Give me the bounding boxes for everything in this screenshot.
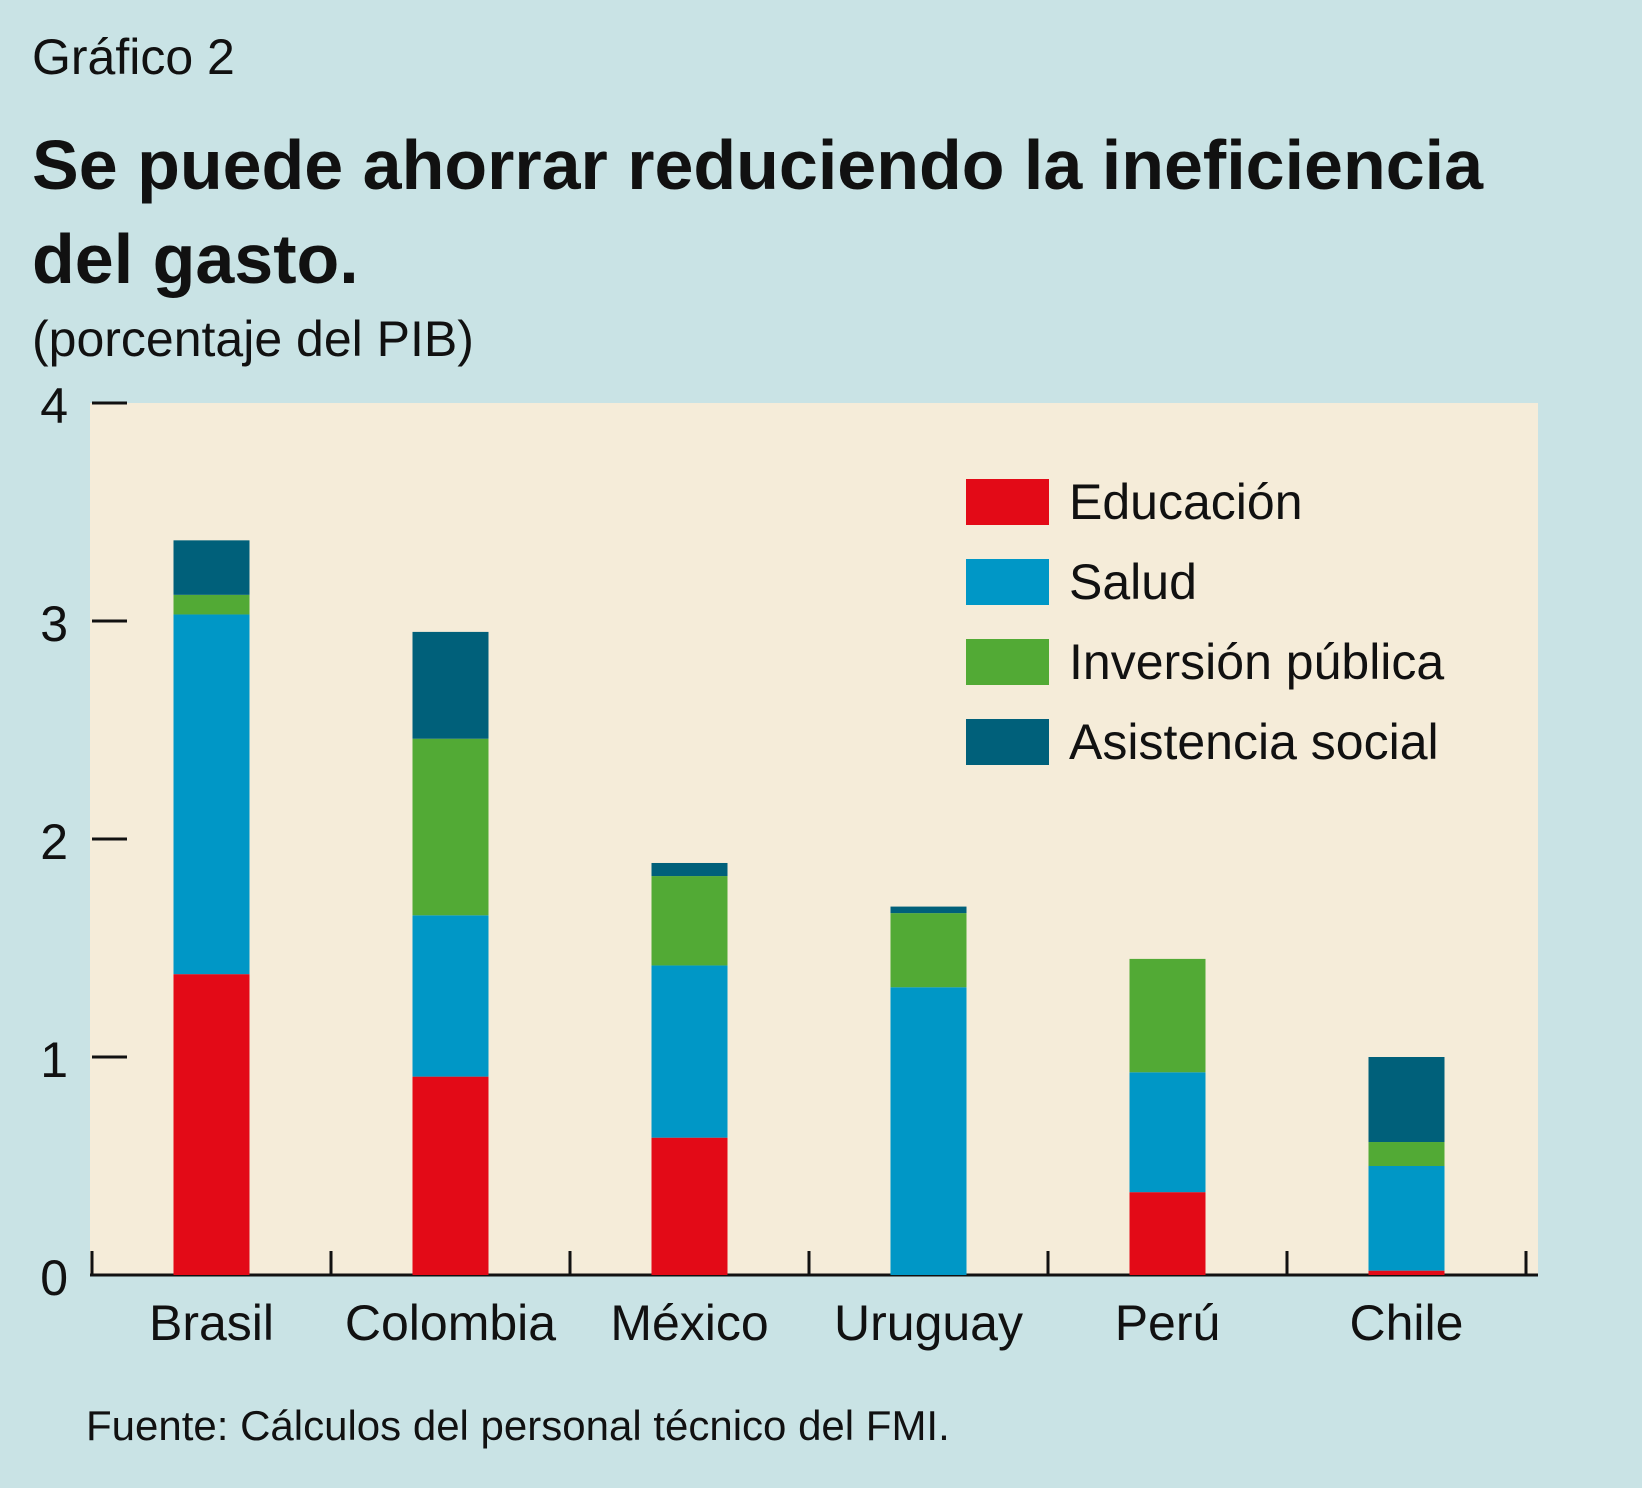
bar-segment [1368,1057,1445,1143]
bar-segment [890,913,967,988]
bar-segment [412,631,489,739]
x-tick-label: Uruguay [834,1295,1023,1351]
legend-swatch [966,479,1049,525]
bar-segment [173,540,250,595]
legend-label: Salud [1069,554,1197,610]
bar-segment [1368,1166,1445,1271]
legend-swatch [966,639,1049,685]
bars-layer [173,540,1445,1275]
legend-label: Inversión pública [1069,634,1444,690]
bar-segment [1129,1192,1206,1275]
bar-segment [412,738,489,916]
x-tick-label: Colombia [345,1295,556,1351]
y-tick-label: 1 [40,1032,68,1088]
bar-segment [651,965,728,1138]
bar-segment [412,915,489,1077]
y-tick-label: 4 [40,378,68,434]
bar-segment [173,974,250,1275]
legend-swatch [966,719,1049,765]
legend-label: Educación [1069,474,1303,530]
plot-area [90,403,1538,1275]
bar-segment [173,594,250,615]
source-note: Fuente: Cálculos del personal técnico de… [86,1402,950,1449]
x-tick-label: Brasil [149,1295,274,1351]
bar-segment [651,876,728,966]
axis-layer: 0 1 2 3 4 Brasil Colombia México Uruguay Perú Chil… [40,378,1538,1351]
chart-eyebrow: Gráfico 2 [32,29,235,85]
y-tick-label: 0 [40,1250,68,1306]
chart-subtitle: (porcentaje del PIB) [32,311,474,367]
bar-segment [651,862,728,877]
bar-segment [1368,1270,1445,1275]
x-tick-label: Perú [1115,1295,1221,1351]
bar-segment [1129,1072,1206,1193]
bar-segment [1129,958,1206,1073]
bar-segment [890,987,967,1275]
bar-segment [412,1076,489,1275]
bar-segment [890,906,967,914]
x-tick-label: Chile [1350,1295,1464,1351]
y-tick-label: 3 [40,596,68,652]
legend: Educación Salud Inversión pública Asistenci… [966,474,1444,770]
chart-title: Se puede ahorrar reduciendo la ineficien… [32,126,1484,298]
y-tick-label: 2 [40,814,68,870]
legend-swatch [966,559,1049,605]
x-tick-label: México [610,1295,768,1351]
bar-segment [651,1137,728,1275]
legend-label: Asistencia social [1069,714,1439,770]
bar-segment [173,614,250,975]
bar-segment [1368,1142,1445,1166]
